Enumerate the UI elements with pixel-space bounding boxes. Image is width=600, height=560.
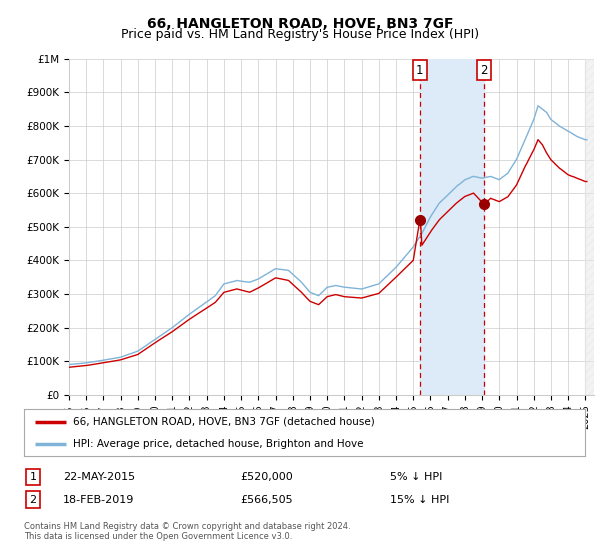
- Text: 1: 1: [29, 472, 37, 482]
- Text: Price paid vs. HM Land Registry's House Price Index (HPI): Price paid vs. HM Land Registry's House …: [121, 28, 479, 41]
- Text: 2: 2: [29, 494, 37, 505]
- Text: £566,505: £566,505: [240, 494, 293, 505]
- Bar: [586, 59, 594, 395]
- Text: 2: 2: [481, 64, 488, 77]
- Text: 5% ↓ HPI: 5% ↓ HPI: [390, 472, 442, 482]
- Text: £520,000: £520,000: [240, 472, 293, 482]
- Text: Contains HM Land Registry data © Crown copyright and database right 2024.
This d: Contains HM Land Registry data © Crown c…: [24, 522, 350, 542]
- Text: 22-MAY-2015: 22-MAY-2015: [63, 472, 135, 482]
- Text: 66, HANGLETON ROAD, HOVE, BN3 7GF: 66, HANGLETON ROAD, HOVE, BN3 7GF: [147, 17, 453, 31]
- Text: 18-FEB-2019: 18-FEB-2019: [63, 494, 134, 505]
- Text: 1: 1: [416, 64, 424, 77]
- Text: 15% ↓ HPI: 15% ↓ HPI: [390, 494, 449, 505]
- Bar: [420, 59, 484, 395]
- Text: 66, HANGLETON ROAD, HOVE, BN3 7GF (detached house): 66, HANGLETON ROAD, HOVE, BN3 7GF (detac…: [73, 417, 375, 427]
- Text: HPI: Average price, detached house, Brighton and Hove: HPI: Average price, detached house, Brig…: [73, 438, 364, 449]
